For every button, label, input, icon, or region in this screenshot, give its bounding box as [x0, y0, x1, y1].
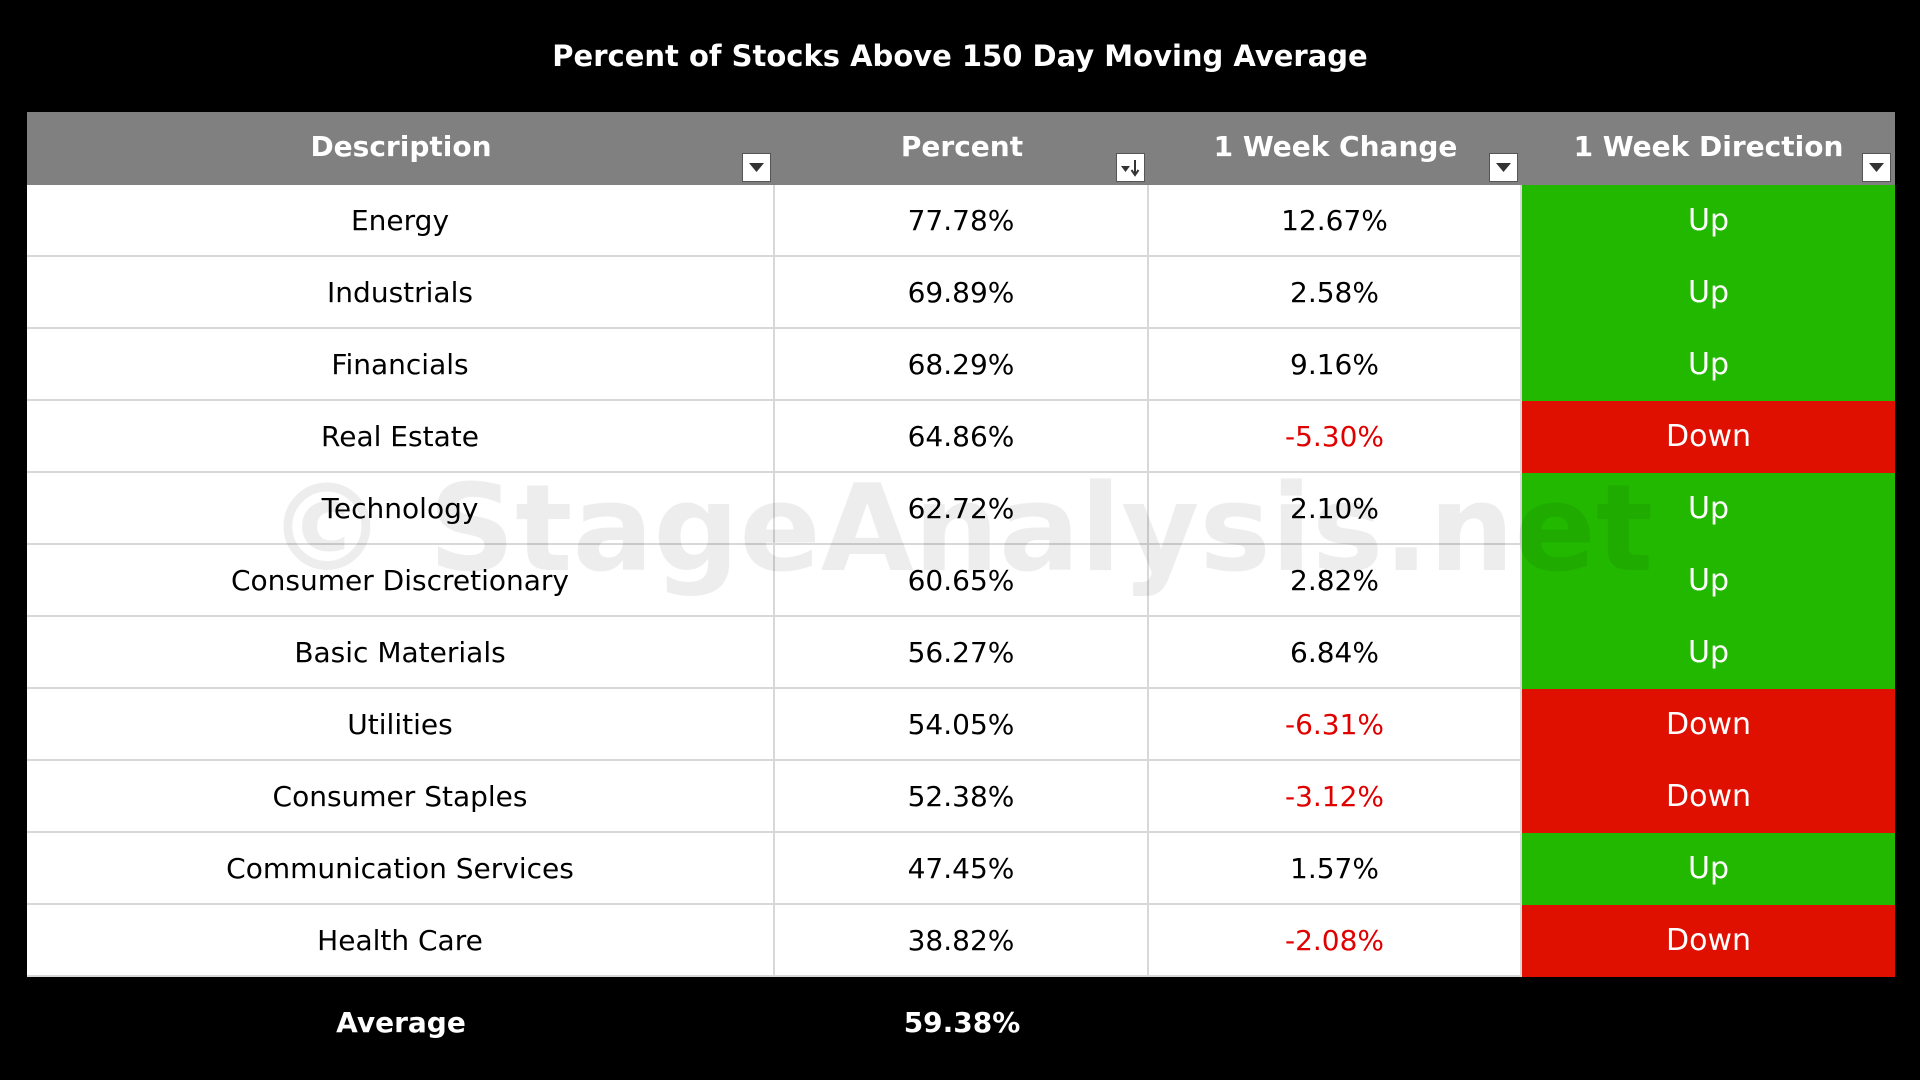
table-row: Energy 77.78% 12.67% Up [27, 185, 1895, 257]
cell-percent: 64.86% [775, 401, 1149, 473]
table-row: Industrials 69.89% 2.58% Up [27, 257, 1895, 329]
cell-description: Industrials [27, 257, 775, 329]
data-table: Description Percent 1 Week Change 1 Week [27, 112, 1895, 1067]
filter-dropdown-icon[interactable] [742, 153, 771, 182]
cell-week-direction: Down [1522, 401, 1895, 473]
cell-week-direction: Up [1522, 617, 1895, 689]
table-row: Health Care 38.82% -2.08% Down [27, 905, 1895, 977]
cell-week-change: 12.67% [1149, 185, 1522, 257]
table-row: Technology 62.72% 2.10% Up [27, 473, 1895, 545]
cell-week-change: -6.31% [1149, 689, 1522, 761]
cell-description: Real Estate [27, 401, 775, 473]
cell-week-change: 9.16% [1149, 329, 1522, 401]
table-row: Real Estate 64.86% -5.30% Down [27, 401, 1895, 473]
cell-description: Consumer Discretionary [27, 545, 775, 617]
cell-description: Financials [27, 329, 775, 401]
table-row: Basic Materials 56.27% 6.84% Up [27, 617, 1895, 689]
cell-week-direction: Up [1522, 257, 1895, 329]
sort-descending-icon[interactable] [1116, 153, 1145, 182]
table-body: Energy 77.78% 12.67% Up Industrials 69.89% 2.5… [27, 185, 1895, 977]
cell-percent: 47.45% [775, 833, 1149, 905]
cell-percent: 60.65% [775, 545, 1149, 617]
chart-title: Percent of Stocks Above 150 Day Moving A… [552, 39, 1368, 73]
cell-percent: 52.38% [775, 761, 1149, 833]
cell-week-direction: Up [1522, 473, 1895, 545]
table-row: Consumer Staples 52.38% -3.12% Down [27, 761, 1895, 833]
table-header: Description Percent 1 Week Change 1 Week [27, 112, 1895, 185]
column-header-label: 1 Week Direction [1573, 130, 1844, 163]
cell-week-change: 6.84% [1149, 617, 1522, 689]
column-header-direction: 1 Week Direction [1522, 112, 1895, 185]
cell-week-direction: Up [1522, 545, 1895, 617]
cell-week-direction: Up [1522, 329, 1895, 401]
column-header-percent: Percent [775, 112, 1149, 185]
table-footer: Average 59.38% [27, 977, 1895, 1067]
cell-percent: 77.78% [775, 185, 1149, 257]
column-header-label: Description [310, 130, 492, 163]
cell-week-direction: Down [1522, 689, 1895, 761]
cell-percent: 54.05% [775, 689, 1149, 761]
cell-percent: 62.72% [775, 473, 1149, 545]
cell-description: Consumer Staples [27, 761, 775, 833]
cell-week-direction: Up [1522, 833, 1895, 905]
cell-description: Communication Services [27, 833, 775, 905]
cell-percent: 56.27% [775, 617, 1149, 689]
cell-description: Health Care [27, 905, 775, 977]
filter-dropdown-icon[interactable] [1489, 153, 1518, 182]
cell-percent: 68.29% [775, 329, 1149, 401]
cell-week-change: -3.12% [1149, 761, 1522, 833]
cell-week-direction: Down [1522, 761, 1895, 833]
table-row: Consumer Discretionary 60.65% 2.82% Up [27, 545, 1895, 617]
cell-percent: 69.89% [775, 257, 1149, 329]
cell-percent: 38.82% [775, 905, 1149, 977]
column-header-label: 1 Week Change [1213, 130, 1458, 163]
cell-week-change: -5.30% [1149, 401, 1522, 473]
cell-week-change: -2.08% [1149, 905, 1522, 977]
column-header-change: 1 Week Change [1149, 112, 1522, 185]
cell-week-change: 2.82% [1149, 545, 1522, 617]
filter-dropdown-icon[interactable] [1862, 153, 1891, 182]
table-row: Financials 68.29% 9.16% Up [27, 329, 1895, 401]
footer-empty [1522, 977, 1895, 1067]
footer-label: Average [336, 1005, 466, 1039]
table-row: Communication Services 47.45% 1.57% Up [27, 833, 1895, 905]
footer-average-percent: 59.38% [903, 1005, 1021, 1039]
column-header-description: Description [27, 112, 775, 185]
column-header-label: Percent [900, 130, 1024, 163]
footer-empty [1149, 977, 1522, 1067]
cell-week-change: 1.57% [1149, 833, 1522, 905]
cell-week-change: 2.10% [1149, 473, 1522, 545]
cell-description: Utilities [27, 689, 775, 761]
cell-week-direction: Up [1522, 185, 1895, 257]
cell-week-direction: Down [1522, 905, 1895, 977]
cell-description: Basic Materials [27, 617, 775, 689]
cell-description: Energy [27, 185, 775, 257]
cell-week-change: 2.58% [1149, 257, 1522, 329]
cell-description: Technology [27, 473, 775, 545]
table-row: Utilities 54.05% -6.31% Down [27, 689, 1895, 761]
